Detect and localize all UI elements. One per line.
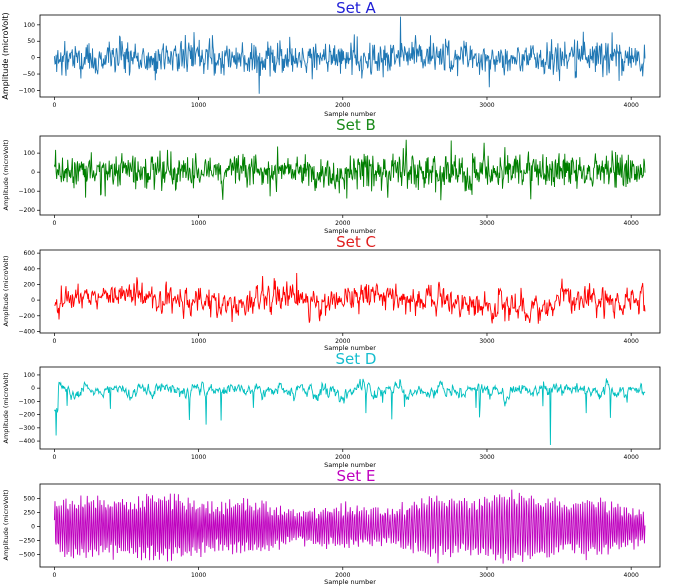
- x-tick-label: 4000: [624, 338, 639, 345]
- y-tick-label: 400: [24, 266, 36, 273]
- y-tick-label: −300: [19, 425, 36, 432]
- x-axis-label: Sample number: [324, 461, 376, 469]
- y-axis: −400 −200 0 200 400 600: [19, 250, 40, 335]
- x-axis: 0 1000 2000 3000 4000: [53, 449, 639, 461]
- panel-set-c: Set C 0 1000 2000 3000 4000 −400 −200 0 200 400 6…: [2, 233, 661, 352]
- x-tick-label: 1000: [191, 220, 206, 227]
- signal-line: [54, 378, 646, 446]
- panel-set-b: Set B 0 1000 2000 3000 4000 −200 −100 0 100 Sam…: [2, 116, 661, 235]
- y-tick-label: −100: [19, 188, 36, 195]
- y-tick-label: 600: [24, 250, 36, 257]
- signal-line: [53, 16, 646, 94]
- x-tick-label: 1000: [191, 338, 206, 345]
- y-tick-label: 0: [31, 297, 35, 304]
- x-tick-label: 3000: [479, 454, 494, 461]
- signal-line: [53, 489, 646, 564]
- y-tick-label: −100: [19, 87, 36, 94]
- x-axis-label: Sample number: [324, 344, 376, 352]
- x-tick-label: 2000: [335, 454, 350, 461]
- chart-title: Set C: [336, 233, 376, 251]
- chart-title: Set D: [336, 350, 377, 368]
- y-axis: −400 −300 −200 −100 0 100: [19, 372, 40, 445]
- x-tick-label: 2000: [335, 220, 350, 227]
- y-axis: −100 −50 0 50 100: [19, 22, 40, 94]
- plot-frame: [39, 366, 661, 450]
- x-tick-label: 3000: [479, 572, 494, 579]
- y-axis: −200 −100 0 100: [19, 150, 40, 214]
- x-axis: 0 1000 2000 3000 4000: [53, 97, 639, 109]
- x-axis: 0 1000 2000 3000 4000: [53, 215, 639, 227]
- y-axis-label: Amplitude (microVolt): [1, 12, 10, 99]
- plot-frame: [39, 483, 661, 568]
- x-axis-label: Sample number: [324, 110, 376, 118]
- y-axis-label: Amplitude (microVolt): [2, 256, 10, 327]
- x-tick-label: 3000: [479, 102, 494, 109]
- y-tick-label: 0: [31, 524, 35, 531]
- y-tick-label: −400: [19, 438, 36, 445]
- y-axis-label: Amplitude (microVolt): [2, 373, 10, 444]
- x-tick-label: 1000: [191, 454, 206, 461]
- x-tick-label: 1000: [191, 102, 206, 109]
- chart-title: Set B: [336, 116, 376, 134]
- y-tick-label: −200: [19, 313, 36, 320]
- y-tick-label: −50: [22, 71, 35, 78]
- x-axis-label: Sample number: [324, 578, 376, 586]
- x-tick-label: 3000: [479, 220, 494, 227]
- signal-line: [54, 272, 646, 324]
- y-axis: −500 −250 0 250 500: [19, 496, 40, 559]
- x-tick-label: 3000: [479, 338, 494, 345]
- x-tick-label: 0: [53, 338, 57, 345]
- y-tick-label: −500: [19, 552, 36, 559]
- x-tick-label: 4000: [624, 220, 639, 227]
- x-tick-label: 0: [53, 220, 57, 227]
- x-tick-label: 0: [53, 572, 57, 579]
- chart-title: Set E: [337, 467, 376, 485]
- x-tick-label: 4000: [624, 454, 639, 461]
- panel-set-a: Set A 0 1000 2000 3000 4000 −100 −50 0 50 100 Sa…: [1, 0, 661, 118]
- y-tick-label: −200: [19, 207, 36, 214]
- x-tick-label: 2000: [335, 572, 350, 579]
- signal-line: [53, 139, 646, 201]
- y-tick-label: 0: [31, 55, 35, 62]
- y-tick-label: 100: [24, 150, 36, 157]
- plot-frame: [39, 14, 661, 98]
- plot-frame: [39, 135, 661, 216]
- x-axis-label: Sample number: [324, 227, 376, 235]
- x-tick-label: 4000: [624, 572, 639, 579]
- y-tick-label: 100: [24, 22, 36, 29]
- x-tick-label: 1000: [191, 572, 206, 579]
- panel-set-e: Set E 0 1000 2000 3000 4000 −500−2500250500 …: [2, 467, 661, 586]
- y-tick-label: 250: [24, 510, 36, 517]
- y-tick-label: −250: [19, 538, 36, 545]
- x-tick-label: 2000: [335, 102, 350, 109]
- y-tick-label: −200: [19, 412, 36, 419]
- y-tick-label: −100: [19, 398, 36, 405]
- panel-set-d: Set D 0 1000 2000 3000 4000 −400−300−200−100…: [2, 350, 661, 469]
- plot-frame: [39, 249, 661, 334]
- x-tick-label: 0: [53, 454, 57, 461]
- x-tick-label: 2000: [335, 338, 350, 345]
- y-tick-label: 200: [24, 281, 36, 288]
- chart-title: Set A: [336, 0, 376, 17]
- x-tick-label: 0: [53, 102, 57, 109]
- y-tick-label: 100: [24, 372, 36, 379]
- y-axis-label: Amplitude (microVolt): [2, 140, 10, 211]
- y-axis-label: Amplitude (microVolt): [2, 490, 10, 561]
- x-axis: 0 1000 2000 3000 4000: [53, 567, 639, 579]
- y-tick-label: 500: [24, 496, 36, 503]
- x-axis: 0 1000 2000 3000 4000: [53, 333, 639, 345]
- y-tick-label: −400: [19, 328, 36, 335]
- y-tick-label: 50: [27, 38, 35, 45]
- x-tick-label: 4000: [624, 102, 639, 109]
- y-tick-label: 0: [31, 385, 35, 392]
- y-tick-label: 0: [31, 169, 35, 176]
